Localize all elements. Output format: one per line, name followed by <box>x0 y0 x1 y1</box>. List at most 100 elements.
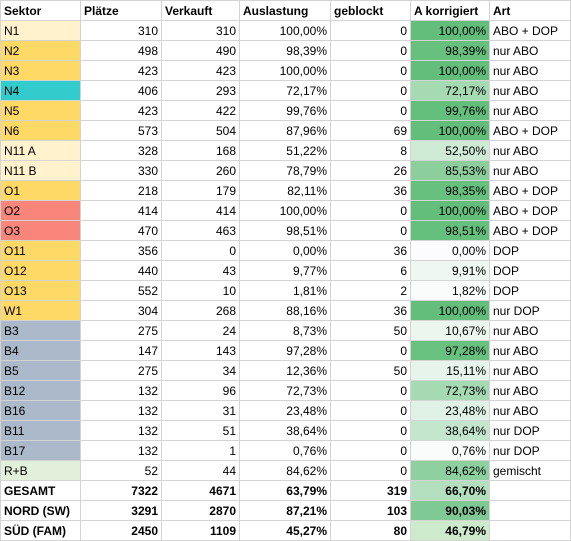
cell-a-korrigiert[interactable]: 99,76% <box>410 100 490 121</box>
cell-a-korrigiert[interactable]: 46,79% <box>410 520 490 541</box>
cell-verkauft[interactable]: 51 <box>161 420 240 441</box>
cell-verkauft[interactable]: 1109 <box>161 520 240 541</box>
cell-plaetze[interactable]: 275 <box>80 360 162 381</box>
cell-art[interactable]: ABO + DOP <box>489 120 571 141</box>
cell-a-korrigiert[interactable]: 72,17% <box>410 80 490 101</box>
cell-a-korrigiert[interactable]: 98,35% <box>410 180 490 201</box>
cell-geblockt[interactable]: 69 <box>330 120 411 141</box>
cell-sektor[interactable]: N11 A <box>0 140 81 161</box>
cell-verkauft[interactable]: 490 <box>161 40 240 61</box>
header-verkauft[interactable]: Verkauft <box>161 0 240 21</box>
cell-auslastung[interactable]: 12,36% <box>239 360 331 381</box>
cell-verkauft[interactable]: 31 <box>161 400 240 421</box>
cell-auslastung[interactable]: 97,28% <box>239 340 331 361</box>
cell-sektor[interactable]: SÜD (FAM) <box>0 520 81 541</box>
cell-geblockt[interactable]: 26 <box>330 160 411 181</box>
cell-geblockt[interactable]: 319 <box>330 480 411 501</box>
cell-art[interactable] <box>489 500 571 521</box>
cell-auslastung[interactable]: 88,16% <box>239 300 331 321</box>
cell-geblockt[interactable]: 8 <box>330 140 411 161</box>
cell-auslastung[interactable]: 78,79% <box>239 160 331 181</box>
cell-auslastung[interactable]: 72,73% <box>239 380 331 401</box>
cell-sektor[interactable]: N4 <box>0 80 81 101</box>
cell-art[interactable] <box>489 520 571 541</box>
cell-art[interactable]: DOP <box>489 240 571 261</box>
cell-art[interactable]: nur DOP <box>489 300 571 321</box>
cell-verkauft[interactable]: 43 <box>161 260 240 281</box>
header-a-korrigiert[interactable]: A korrigiert <box>410 0 490 21</box>
cell-plaetze[interactable]: 498 <box>80 40 162 61</box>
cell-art[interactable]: nur ABO <box>489 160 571 181</box>
cell-auslastung[interactable]: 45,27% <box>239 520 331 541</box>
cell-verkauft[interactable]: 463 <box>161 220 240 241</box>
cell-plaetze[interactable]: 470 <box>80 220 162 241</box>
cell-a-korrigiert[interactable]: 9,91% <box>410 260 490 281</box>
cell-a-korrigiert[interactable]: 0,00% <box>410 240 490 261</box>
cell-a-korrigiert[interactable]: 97,28% <box>410 340 490 361</box>
cell-a-korrigiert[interactable]: 72,73% <box>410 380 490 401</box>
cell-auslastung[interactable]: 0,00% <box>239 240 331 261</box>
cell-a-korrigiert[interactable]: 100,00% <box>410 120 490 141</box>
cell-a-korrigiert[interactable]: 38,64% <box>410 420 490 441</box>
cell-geblockt[interactable]: 36 <box>330 180 411 201</box>
cell-geblockt[interactable]: 0 <box>330 420 411 441</box>
cell-art[interactable]: ABO + DOP <box>489 200 571 221</box>
cell-verkauft[interactable]: 1 <box>161 440 240 461</box>
header-sektor[interactable]: Sektor <box>0 0 81 21</box>
cell-sektor[interactable]: N6 <box>0 120 81 141</box>
cell-art[interactable]: nur DOP <box>489 440 571 461</box>
cell-verkauft[interactable]: 44 <box>161 460 240 481</box>
cell-sektor[interactable]: B5 <box>0 360 81 381</box>
cell-sektor[interactable]: O11 <box>0 240 81 261</box>
cell-a-korrigiert[interactable]: 15,11% <box>410 360 490 381</box>
cell-art[interactable]: nur ABO <box>489 60 571 81</box>
cell-geblockt[interactable]: 103 <box>330 500 411 521</box>
cell-geblockt[interactable]: 0 <box>330 400 411 421</box>
cell-plaetze[interactable]: 3291 <box>80 500 162 521</box>
cell-plaetze[interactable]: 218 <box>80 180 162 201</box>
cell-sektor[interactable]: O13 <box>0 280 81 301</box>
cell-plaetze[interactable]: 304 <box>80 300 162 321</box>
cell-geblockt[interactable]: 6 <box>330 260 411 281</box>
cell-art[interactable]: nur ABO <box>489 40 571 61</box>
cell-sektor[interactable]: N5 <box>0 100 81 121</box>
cell-a-korrigiert[interactable]: 100,00% <box>410 300 490 321</box>
cell-sektor[interactable]: B12 <box>0 380 81 401</box>
cell-art[interactable]: nur ABO <box>489 320 571 341</box>
cell-plaetze[interactable]: 330 <box>80 160 162 181</box>
cell-a-korrigiert[interactable]: 98,51% <box>410 220 490 241</box>
cell-plaetze[interactable]: 414 <box>80 200 162 221</box>
cell-plaetze[interactable]: 52 <box>80 460 162 481</box>
cell-auslastung[interactable]: 100,00% <box>239 200 331 221</box>
cell-plaetze[interactable]: 132 <box>80 420 162 441</box>
cell-verkauft[interactable]: 24 <box>161 320 240 341</box>
cell-plaetze[interactable]: 2450 <box>80 520 162 541</box>
cell-plaetze[interactable]: 132 <box>80 400 162 421</box>
cell-plaetze[interactable]: 423 <box>80 100 162 121</box>
cell-verkauft[interactable]: 423 <box>161 60 240 81</box>
cell-sektor[interactable]: N1 <box>0 20 81 41</box>
cell-sektor[interactable]: R+B <box>0 460 81 481</box>
cell-geblockt[interactable]: 36 <box>330 240 411 261</box>
cell-geblockt[interactable]: 0 <box>330 460 411 481</box>
cell-a-korrigiert[interactable]: 98,39% <box>410 40 490 61</box>
cell-sektor[interactable]: NORD (SW) <box>0 500 81 521</box>
cell-geblockt[interactable]: 2 <box>330 280 411 301</box>
cell-auslastung[interactable]: 23,48% <box>239 400 331 421</box>
cell-a-korrigiert[interactable]: 90,03% <box>410 500 490 521</box>
cell-auslastung[interactable]: 84,62% <box>239 460 331 481</box>
cell-art[interactable]: nur ABO <box>489 140 571 161</box>
cell-art[interactable]: nur DOP <box>489 420 571 441</box>
cell-auslastung[interactable]: 100,00% <box>239 20 331 41</box>
cell-a-korrigiert[interactable]: 100,00% <box>410 200 490 221</box>
cell-geblockt[interactable]: 50 <box>330 360 411 381</box>
cell-plaetze[interactable]: 132 <box>80 440 162 461</box>
cell-plaetze[interactable]: 423 <box>80 60 162 81</box>
cell-auslastung[interactable]: 1,81% <box>239 280 331 301</box>
cell-a-korrigiert[interactable]: 23,48% <box>410 400 490 421</box>
cell-auslastung[interactable]: 98,51% <box>239 220 331 241</box>
cell-plaetze[interactable]: 552 <box>80 280 162 301</box>
cell-a-korrigiert[interactable]: 10,67% <box>410 320 490 341</box>
cell-auslastung[interactable]: 9,77% <box>239 260 331 281</box>
cell-plaetze[interactable]: 328 <box>80 140 162 161</box>
